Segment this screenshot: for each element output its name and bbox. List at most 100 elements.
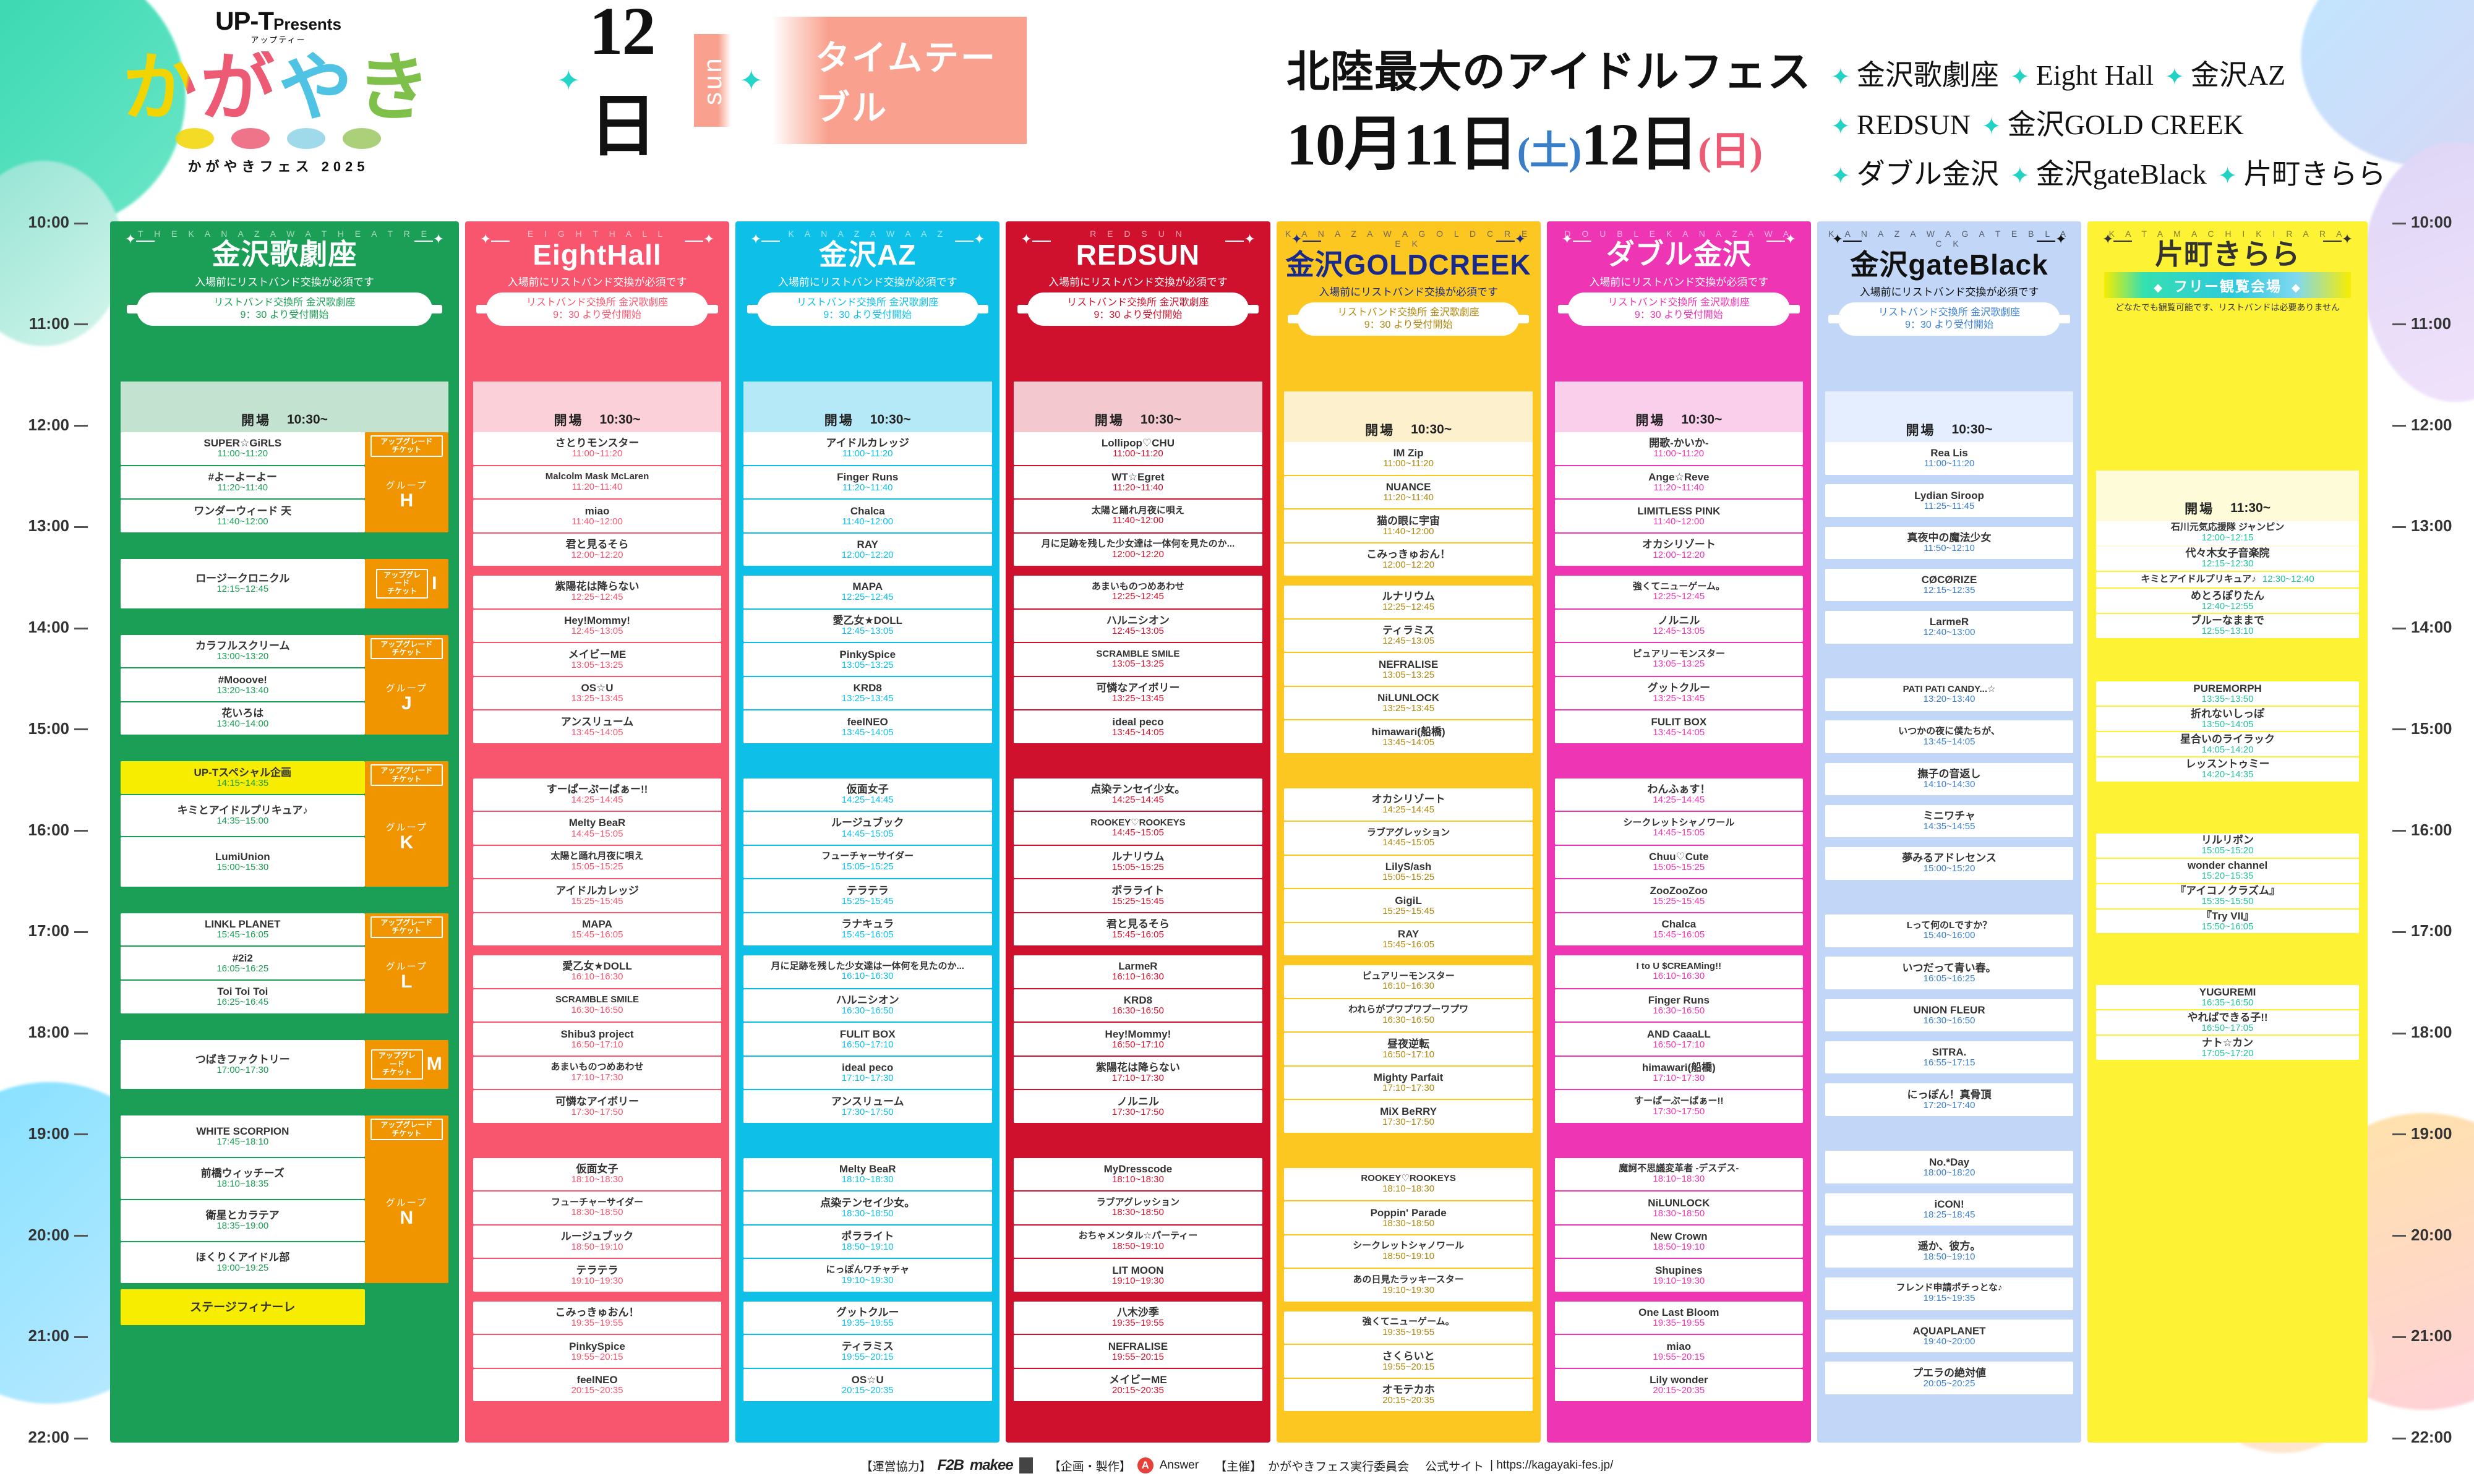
schedule-slot[interactable]: AND CaaaLL 16:50~17:10 [1554, 1023, 1804, 1055]
schedule-slot[interactable]: さとりモンスター 11:00~11:20 [473, 432, 722, 465]
schedule-slot[interactable]: MAPA 12:25~12:45 [743, 576, 992, 608]
schedule-slot[interactable]: PinkySpice 19:55~20:15 [473, 1335, 722, 1368]
schedule-slot[interactable]: Ange☆Reve 11:20~11:40 [1554, 466, 1804, 499]
schedule-slot[interactable]: フューチャーサイダー 15:05~15:25 [743, 845, 992, 879]
schedule-slot[interactable]: 可憐なアイボリー 17:30~17:50 [473, 1090, 722, 1123]
schedule-slot[interactable]: ルナリウム 12:25~12:45 [1284, 586, 1533, 618]
schedule-slot[interactable]: feelNEO 20:15~20:35 [473, 1368, 722, 1402]
schedule-slot[interactable]: UP-Tスペシャル企画 14:15~14:35 [120, 761, 365, 794]
upgrade-ticket-badge[interactable]: アップグレード チケット I [364, 558, 449, 608]
schedule-slot[interactable]: OS☆U 13:25~13:45 [473, 676, 722, 710]
schedule-slot[interactable]: GigiL 15:25~15:45 [1284, 889, 1533, 922]
schedule-slot[interactable]: アンスリューム 17:30~17:50 [743, 1090, 992, 1123]
schedule-slot[interactable]: WHITE SCORPION 17:45~18:10 [120, 1115, 365, 1157]
schedule-slot[interactable]: さくらいと 19:55~20:15 [1284, 1345, 1533, 1378]
schedule-slot[interactable]: Lって何のLですか？ 15:40~16:00 [1825, 915, 2074, 947]
schedule-slot[interactable]: 八木沙季 19:35~19:55 [1014, 1301, 1262, 1334]
schedule-slot[interactable]: キミとアイドルプリキュア♪ 12:30~12:40 [2095, 571, 2360, 587]
schedule-slot[interactable]: プエラの絶対値 20:05~20:25 [1825, 1362, 2074, 1395]
schedule-slot[interactable]: ラナキュラ 15:45~16:05 [743, 913, 992, 946]
upgrade-ticket-badge[interactable]: アップグレード チケット グループ H [364, 432, 449, 532]
schedule-slot[interactable]: Mighty Parfait 17:10~17:30 [1284, 1066, 1533, 1099]
schedule-slot[interactable]: 『Try VII』 15:50~16:05 [2095, 909, 2360, 934]
schedule-slot[interactable]: 撫子の音返し 14:10~14:30 [1825, 762, 2074, 796]
schedule-slot[interactable]: NEFRALISE 13:05~13:25 [1284, 653, 1533, 686]
schedule-slot[interactable]: I to U $CREAMing!! 16:10~16:30 [1554, 955, 1804, 988]
schedule-slot[interactable]: シークレットシャノワール 14:45~15:05 [1554, 812, 1804, 845]
schedule-slot[interactable]: Finger Runs 16:30~16:50 [1554, 989, 1804, 1022]
schedule-slot[interactable]: グットクルー 13:25~13:45 [1554, 676, 1804, 710]
schedule-slot[interactable]: グットクルー 19:35~19:55 [743, 1301, 992, 1334]
upgrade-ticket-badge[interactable]: アップグレード チケット グループ K [364, 761, 449, 887]
schedule-slot[interactable]: NiLUNLOCK 13:25~13:45 [1284, 686, 1533, 720]
schedule-slot[interactable]: こみっきゅおん！ 19:35~19:55 [473, 1301, 722, 1334]
schedule-slot[interactable]: フューチャーサイダー 18:30~18:50 [473, 1192, 722, 1224]
schedule-slot[interactable]: MiX BeRRY 17:30~17:50 [1284, 1100, 1533, 1133]
schedule-slot[interactable]: NiLUNLOCK 18:30~18:50 [1554, 1192, 1804, 1224]
schedule-slot[interactable]: MyDresscode 18:10~18:30 [1014, 1158, 1262, 1191]
schedule-slot[interactable]: LIMITLESS PINK 11:40~12:00 [1554, 500, 1804, 532]
schedule-slot[interactable]: Malcolm Mask McLaren 11:20~11:40 [473, 466, 722, 499]
schedule-slot[interactable]: #2i2 16:05~16:25 [120, 947, 365, 980]
schedule-slot[interactable]: LilyS/ash 15:05~15:25 [1284, 855, 1533, 889]
schedule-slot[interactable]: アンスリューム 13:45~14:05 [473, 710, 722, 743]
schedule-slot[interactable]: 猫の眼に宇宙 11:40~12:00 [1284, 510, 1533, 542]
schedule-slot[interactable]: ルナリウム 15:05~15:25 [1014, 845, 1262, 879]
schedule-slot[interactable]: テラテラ 19:10~19:30 [473, 1259, 722, 1292]
schedule-slot[interactable]: 愛乙女★DOLL 12:45~13:05 [743, 609, 992, 642]
schedule-slot[interactable]: リルリボン 15:05~15:20 [2095, 833, 2360, 858]
schedule-slot[interactable]: アイドルカレッジ 11:00~11:20 [743, 432, 992, 465]
official-site[interactable]: 公式サイト | https://kagayaki-fes.jp/ [1425, 1457, 1613, 1474]
schedule-slot[interactable]: SITRA. 16:55~17:15 [1825, 1041, 2074, 1074]
schedule-slot[interactable]: 夢みるアドレセンス 15:00~15:20 [1825, 847, 2074, 880]
schedule-slot[interactable]: LarmeR 16:10~16:30 [1014, 955, 1262, 988]
schedule-slot[interactable]: RAY 15:45~16:05 [1284, 923, 1533, 956]
schedule-slot[interactable]: ideal peco 17:10~17:30 [743, 1056, 992, 1090]
upgrade-ticket-badge[interactable]: アップグレード チケット M [364, 1039, 449, 1090]
schedule-slot[interactable]: Lydian Siroop 11:25~11:45 [1825, 484, 2074, 517]
schedule-slot[interactable]: ラブアグレッション 18:30~18:50 [1014, 1192, 1262, 1224]
schedule-slot[interactable]: SCRAMBLE SMILE 13:05~13:25 [1014, 643, 1262, 676]
schedule-slot[interactable]: ROOKEY♡ROOKEYS 18:10~18:30 [1284, 1167, 1533, 1201]
schedule-slot[interactable]: ほくりくアイドル部 19:00~19:25 [120, 1242, 365, 1284]
schedule-slot[interactable]: Rea Lis 11:00~11:20 [1825, 442, 2074, 475]
schedule-slot[interactable]: himawari(船橋) 13:45~14:05 [1284, 720, 1533, 753]
schedule-slot[interactable]: Shupines 19:10~19:30 [1554, 1259, 1804, 1292]
upgrade-ticket-badge[interactable]: アップグレード チケット グループ J [364, 634, 449, 735]
schedule-slot[interactable]: ロージークロニクル 12:15~12:45 [120, 558, 365, 608]
schedule-slot[interactable]: New Crown 18:50~19:10 [1554, 1225, 1804, 1258]
schedule-slot[interactable]: あまいものつめあわせ 12:25~12:45 [1014, 576, 1262, 608]
schedule-slot[interactable]: オカシリゾート 14:25~14:45 [1284, 788, 1533, 821]
schedule-slot[interactable]: OS☆U 20:15~20:35 [743, 1368, 992, 1402]
schedule-slot[interactable]: 『アイコノクラズム』 15:35~15:50 [2095, 884, 2360, 908]
schedule-slot[interactable]: Hey!Mommy! 16:50~17:10 [1014, 1023, 1262, 1055]
schedule-slot[interactable]: ワンダーウィード 天 11:40~12:00 [120, 500, 365, 532]
schedule-slot[interactable]: NEFRALISE 19:55~20:15 [1014, 1335, 1262, 1368]
schedule-slot[interactable]: 仮面女子 18:10~18:30 [473, 1158, 722, 1191]
schedule-slot[interactable]: 可憐なアイボリー 13:25~13:45 [1014, 676, 1262, 710]
schedule-slot[interactable]: 太陽と踊れ月夜に唄え 15:05~15:25 [473, 845, 722, 879]
schedule-slot[interactable]: KRD8 13:25~13:45 [743, 676, 992, 710]
schedule-slot[interactable]: 太陽と踊れ月夜に唄え 11:40~12:00 [1014, 500, 1262, 532]
schedule-slot[interactable]: LIT MOON 19:10~19:30 [1014, 1259, 1262, 1292]
schedule-slot[interactable]: ポラライト 15:25~15:45 [1014, 879, 1262, 912]
schedule-slot[interactable]: ラブアグレッション 14:45~15:05 [1284, 822, 1533, 855]
schedule-slot[interactable]: アイドルカレッジ 15:25~15:45 [473, 879, 722, 912]
schedule-slot[interactable]: われらがプワプワプーワプワ 16:30~16:50 [1284, 999, 1533, 1032]
schedule-slot[interactable]: Chalca 11:40~12:00 [743, 500, 992, 532]
schedule-slot[interactable]: 折れないしっぽ 13:50~14:05 [2095, 707, 2360, 731]
schedule-slot[interactable]: 遥か、彼方。 18:50~19:10 [1825, 1235, 2074, 1268]
schedule-slot[interactable]: IM Zip 11:00~11:20 [1284, 442, 1533, 475]
schedule-slot[interactable]: おちゃメンタル☆パーティー 18:50~19:10 [1014, 1225, 1262, 1258]
schedule-slot[interactable]: 点染テンセイ少女。 18:30~18:50 [743, 1192, 992, 1224]
schedule-slot[interactable]: Hey!Mommy! 12:45~13:05 [473, 609, 722, 642]
schedule-slot[interactable]: ノルニル 17:30~17:50 [1014, 1090, 1262, 1123]
schedule-slot[interactable]: めとろぽりたん 12:40~12:55 [2095, 588, 2360, 613]
schedule-slot[interactable]: wonder channel 15:20~15:35 [2095, 858, 2360, 883]
schedule-slot[interactable]: 前橋ウィッチーズ 18:10~18:35 [120, 1158, 365, 1199]
schedule-slot[interactable]: すーぱーぷーばぁー!! 17:30~17:50 [1554, 1090, 1804, 1123]
schedule-slot[interactable]: Poppin' Parade 18:30~18:50 [1284, 1201, 1533, 1234]
schedule-slot[interactable]: キミとアイドルプリキュア♪ 14:35~15:00 [120, 795, 365, 837]
schedule-slot[interactable]: レッスントゥミー 14:20~14:35 [2095, 757, 2360, 782]
schedule-slot[interactable]: KRD8 16:30~16:50 [1014, 989, 1262, 1022]
